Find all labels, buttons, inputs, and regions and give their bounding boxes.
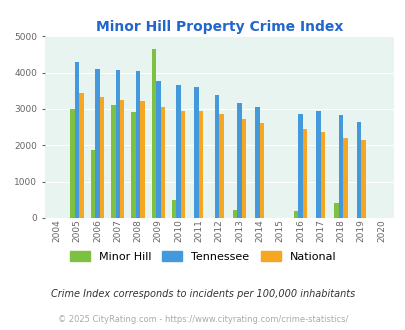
Bar	[214, 95, 219, 218]
Bar	[111, 105, 115, 218]
Bar	[172, 200, 176, 218]
Bar	[79, 93, 83, 218]
Bar	[293, 211, 297, 218]
Bar	[255, 107, 259, 218]
Bar	[140, 101, 144, 218]
Bar	[360, 141, 365, 218]
Bar	[151, 49, 156, 218]
Bar	[298, 114, 302, 218]
Bar	[219, 114, 223, 218]
Bar	[333, 203, 338, 218]
Bar	[315, 111, 320, 218]
Bar	[181, 111, 185, 218]
Bar	[91, 149, 95, 218]
Legend: Minor Hill, Tennessee, National: Minor Hill, Tennessee, National	[65, 247, 340, 267]
Bar	[356, 122, 360, 218]
Bar	[131, 112, 135, 218]
Bar	[160, 108, 164, 218]
Bar	[259, 123, 264, 218]
Bar	[120, 100, 124, 218]
Bar	[302, 128, 307, 218]
Bar	[241, 119, 245, 218]
Bar	[135, 71, 140, 218]
Bar	[95, 69, 100, 218]
Bar	[198, 112, 203, 218]
Bar	[70, 109, 75, 218]
Bar	[194, 87, 198, 218]
Bar	[156, 81, 160, 218]
Bar	[176, 85, 181, 218]
Title: Minor Hill Property Crime Index: Minor Hill Property Crime Index	[95, 20, 342, 34]
Bar	[237, 103, 241, 218]
Bar	[100, 97, 104, 218]
Text: © 2025 CityRating.com - https://www.cityrating.com/crime-statistics/: © 2025 CityRating.com - https://www.city…	[58, 315, 347, 324]
Bar	[338, 115, 343, 218]
Bar	[320, 132, 324, 218]
Text: Crime Index corresponds to incidents per 100,000 inhabitants: Crime Index corresponds to incidents per…	[51, 289, 354, 299]
Bar	[342, 138, 347, 218]
Bar	[232, 210, 237, 218]
Bar	[75, 62, 79, 218]
Bar	[115, 70, 120, 218]
